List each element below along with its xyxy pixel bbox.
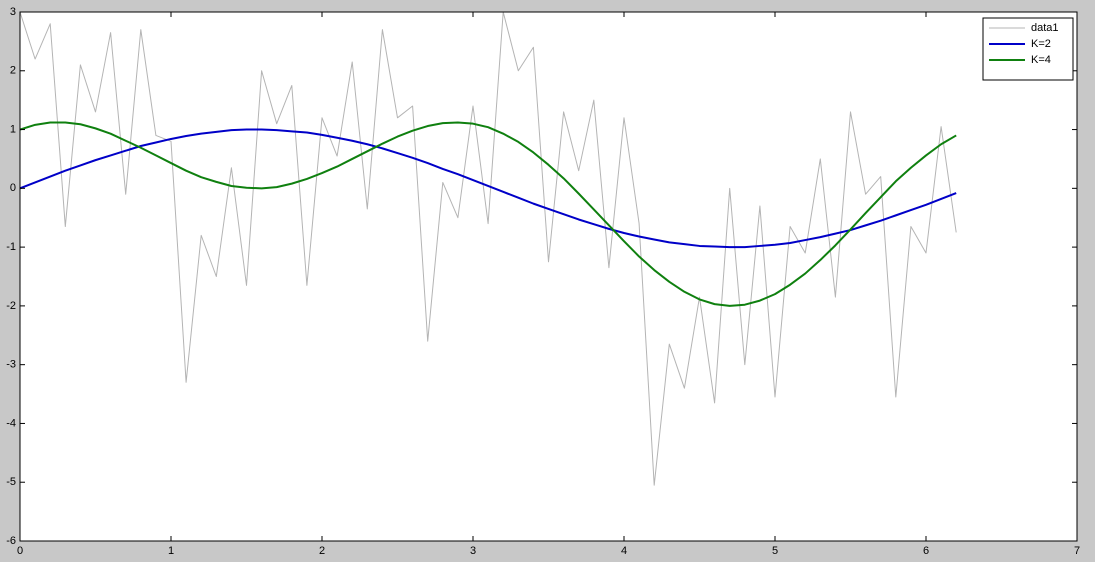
x-tick-label: 6 — [923, 545, 929, 557]
line-series — [19, 128, 957, 249]
y-tick-label: -6 — [6, 535, 16, 547]
y-tick-label: -1 — [6, 241, 16, 253]
line-series — [19, 121, 957, 307]
axes-box — [19, 11, 1078, 542]
line-series — [19, 11, 957, 486]
x-tick-label: 7 — [1074, 545, 1080, 557]
legend-box — [982, 17, 1074, 81]
x-tick-label: 4 — [621, 545, 627, 557]
y-tick-label: -2 — [6, 300, 16, 312]
x-tick-label: 5 — [772, 545, 778, 557]
legend-label: data1 — [1031, 22, 1059, 34]
y-tick-label: 2 — [10, 65, 16, 77]
y-tick-label: -5 — [6, 476, 16, 488]
x-tick-label: 3 — [470, 545, 476, 557]
y-tick-label: 0 — [10, 182, 16, 194]
legend: data1 K=2 K=4 — [982, 17, 1074, 81]
legend-label: K=2 — [1031, 38, 1051, 50]
y-tick-label: 1 — [10, 123, 16, 135]
x-tick-label: 1 — [168, 545, 174, 557]
y-tick-label: -3 — [6, 359, 16, 371]
y-tick-label: -4 — [6, 417, 16, 429]
plot-area — [20, 12, 1077, 541]
x-tick-label: 0 — [17, 545, 23, 557]
x-tick-label: 2 — [319, 545, 325, 557]
y-tick-label: 3 — [10, 6, 16, 18]
legend-label: K=4 — [1031, 54, 1051, 66]
